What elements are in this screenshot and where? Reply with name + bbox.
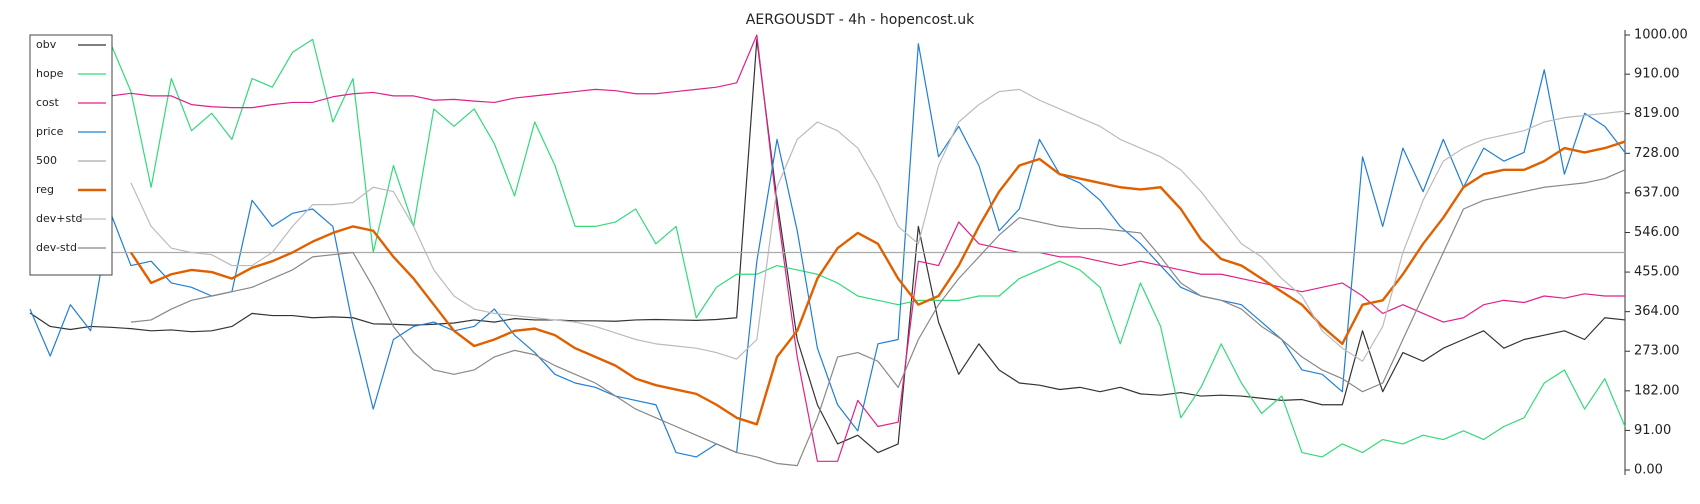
y-tick-label: 91.00 xyxy=(1634,423,1671,438)
legend-label: dev+std xyxy=(36,212,83,225)
chart-title: AERGOUSDT - 4h - hopencost.uk xyxy=(746,12,975,28)
series-line xyxy=(29,38,1626,454)
legend-label: reg xyxy=(36,183,54,196)
y-tick-label: 455.00 xyxy=(1634,265,1680,280)
legend-label: obv xyxy=(36,38,57,51)
series-line xyxy=(29,34,1625,462)
plot-area: 0.00 91.00 182.00 273.00 364.00 455.00 546.00 6… xyxy=(29,28,1688,478)
y-tick-label: 0.00 xyxy=(1634,463,1663,478)
y-tick-label: 364.00 xyxy=(1634,304,1680,319)
legend-label: dev-std xyxy=(36,241,77,254)
series-line xyxy=(29,38,1626,458)
series-line xyxy=(29,43,1626,458)
series-line xyxy=(130,88,1626,362)
y-tick-label: 910.00 xyxy=(1634,67,1680,82)
y-tick-label: 546.00 xyxy=(1634,225,1680,240)
y-tick-label: 1000.00 xyxy=(1634,28,1688,43)
y-tick-label: 819.00 xyxy=(1634,106,1680,121)
y-tick-label: 182.00 xyxy=(1634,383,1680,398)
legend-label: price xyxy=(36,125,64,138)
series-line xyxy=(129,140,1626,426)
y-tick-label: 637.00 xyxy=(1634,185,1680,200)
y-tick-label: 728.00 xyxy=(1634,146,1680,161)
legend-label: 500 xyxy=(36,154,57,167)
y-tick-label: 273.00 xyxy=(1634,344,1680,359)
series-line xyxy=(130,169,1626,467)
legend-label: hope xyxy=(36,67,64,80)
legend-label: cost xyxy=(36,96,60,109)
legend-box xyxy=(29,34,113,276)
legend: obv hope cost price 500 reg dev+std dev-std xyxy=(29,34,113,276)
